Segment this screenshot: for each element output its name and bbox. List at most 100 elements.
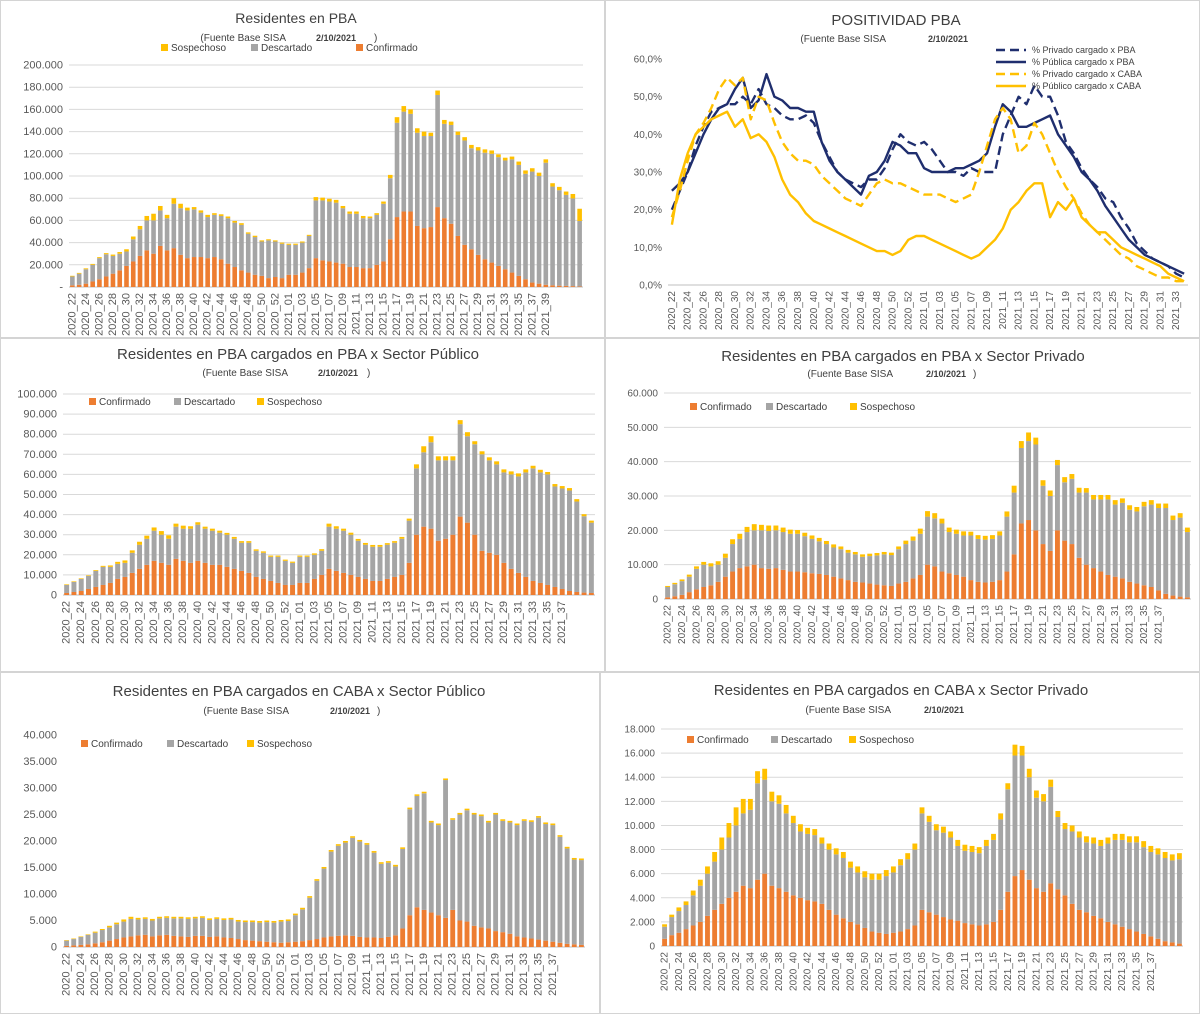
chart-panel-pba-publico: Residentes en PBA cargados en PBA x Sect… bbox=[0, 338, 605, 672]
bar-sospechoso bbox=[802, 532, 808, 537]
chart-panel-positividad-pba: POSITIVIDAD PBA (Fuente Base SISA 2/10/202… bbox=[605, 0, 1200, 338]
y-tick-label: 0,0% bbox=[639, 281, 662, 292]
bar-confirmado bbox=[976, 925, 982, 946]
bar-sospechoso bbox=[570, 193, 576, 199]
y-tick-label: 40.000 bbox=[23, 730, 57, 742]
bar-sospechoso bbox=[326, 523, 332, 527]
bar-descartado bbox=[773, 530, 779, 569]
bar-sospechoso bbox=[142, 917, 148, 919]
bar-descartado bbox=[874, 555, 880, 585]
bar-descartado bbox=[744, 532, 750, 567]
bar-confirmado bbox=[400, 928, 406, 947]
x-tick-label: 2021_15 bbox=[390, 953, 402, 996]
bar-sospechoso bbox=[1134, 506, 1140, 512]
bar-sospechoso bbox=[311, 553, 317, 555]
bar-descartado bbox=[300, 242, 305, 273]
bar-sospechoso bbox=[335, 844, 341, 846]
bar-sospechoso bbox=[697, 879, 703, 886]
bar-confirmado bbox=[816, 573, 822, 599]
bar-sospechoso bbox=[151, 213, 156, 221]
bar-confirmado bbox=[78, 590, 84, 595]
bar-sospechoso bbox=[320, 197, 325, 201]
bar-descartado bbox=[557, 190, 562, 286]
chart-source-label: (Fuente Base SISA bbox=[203, 706, 289, 717]
bar-sospechoso bbox=[328, 850, 334, 852]
x-tick-label: 2021_07 bbox=[966, 291, 977, 330]
y-tick-label: 18.000 bbox=[624, 725, 655, 736]
bar-confirmado bbox=[457, 516, 463, 595]
bar-confirmado bbox=[406, 562, 412, 595]
bar-confirmado bbox=[164, 250, 170, 287]
bar-descartado bbox=[912, 849, 918, 926]
bar-sospechoso bbox=[86, 575, 91, 576]
bar-sospechoso bbox=[744, 526, 750, 533]
bar-sospechoso bbox=[225, 216, 231, 219]
bar-sospechoso bbox=[1112, 833, 1118, 840]
x-tick-label: 2020_28 bbox=[714, 291, 725, 330]
bar-descartado bbox=[257, 922, 263, 942]
x-tick-label: 2021_31 bbox=[1155, 291, 1166, 330]
bar-confirmado bbox=[790, 895, 796, 946]
bar-sospechoso bbox=[393, 864, 398, 867]
x-tick-label: 2021_25 bbox=[469, 601, 481, 644]
legend-swatch-descartado bbox=[771, 736, 778, 743]
bar-confirmado bbox=[421, 228, 427, 287]
bar-sospechoso bbox=[523, 170, 528, 174]
bar-confirmado bbox=[367, 268, 373, 287]
legend-swatch-confirmado bbox=[356, 44, 363, 51]
x-tick-label: 2021_35 bbox=[513, 293, 525, 336]
bar-confirmado bbox=[479, 550, 485, 595]
bar-confirmado bbox=[1069, 903, 1075, 946]
bar-sospechoso bbox=[686, 574, 692, 577]
bar-descartado bbox=[982, 539, 988, 583]
x-tick-label: 2021_09 bbox=[352, 601, 364, 644]
bar-sospechoso bbox=[362, 542, 368, 545]
bar-sospechoso bbox=[726, 823, 732, 838]
bar-confirmado bbox=[292, 941, 298, 947]
bar-confirmado bbox=[92, 943, 98, 947]
x-tick-label: 2020_50 bbox=[865, 605, 876, 644]
chart-title: Residentes en PBA bbox=[235, 10, 357, 26]
bar-sospechoso bbox=[218, 214, 224, 216]
bar-descartado bbox=[406, 520, 412, 563]
bar-sospechoso bbox=[385, 861, 391, 863]
bar-confirmado bbox=[1177, 596, 1183, 599]
x-tick-label: 2021_05 bbox=[318, 953, 330, 996]
bar-confirmado bbox=[435, 207, 440, 287]
bar-confirmado bbox=[333, 262, 339, 287]
bar-descartado bbox=[867, 556, 873, 584]
bar-sospechoso bbox=[1054, 459, 1060, 466]
bar-descartado bbox=[221, 919, 227, 938]
bar-sospechoso bbox=[399, 536, 405, 539]
bar-confirmado bbox=[701, 586, 707, 599]
bar-descartado bbox=[350, 837, 356, 936]
bar-confirmado bbox=[144, 250, 150, 287]
x-tick-label: 2020_24 bbox=[677, 605, 688, 644]
bar-confirmado bbox=[998, 909, 1004, 946]
bar-sospechoso bbox=[983, 839, 989, 846]
bar-confirmado bbox=[1162, 941, 1168, 946]
bar-sospechoso bbox=[70, 275, 75, 277]
bar-sospechoso bbox=[514, 823, 520, 826]
bar-sospechoso bbox=[1012, 744, 1018, 756]
bar-descartado bbox=[151, 220, 156, 254]
bar-descartado bbox=[285, 921, 291, 943]
bar-sospechoso bbox=[1091, 837, 1097, 844]
bar-sospechoso bbox=[530, 465, 536, 469]
x-tick-label: 2021_35 bbox=[533, 953, 545, 996]
bar-descartado bbox=[242, 922, 248, 941]
bar-descartado bbox=[326, 526, 332, 569]
bar-confirmado bbox=[1026, 879, 1032, 946]
bar-descartado bbox=[341, 530, 347, 573]
chart-panel-residentes-pba: Residentes en PBA (Fuente Base SISA 2/10/2… bbox=[0, 0, 605, 338]
bar-descartado bbox=[769, 801, 775, 886]
bar-descartado bbox=[574, 501, 580, 592]
bar-confirmado bbox=[114, 939, 120, 947]
bar-descartado bbox=[64, 940, 69, 946]
bar-descartado bbox=[508, 474, 514, 569]
bar-sospechoso bbox=[1076, 487, 1082, 493]
bar-confirmado bbox=[787, 571, 793, 599]
bar-confirmado bbox=[407, 915, 413, 947]
x-tick-label: 2021_15 bbox=[377, 293, 389, 336]
bar-sospechoso bbox=[279, 242, 285, 244]
